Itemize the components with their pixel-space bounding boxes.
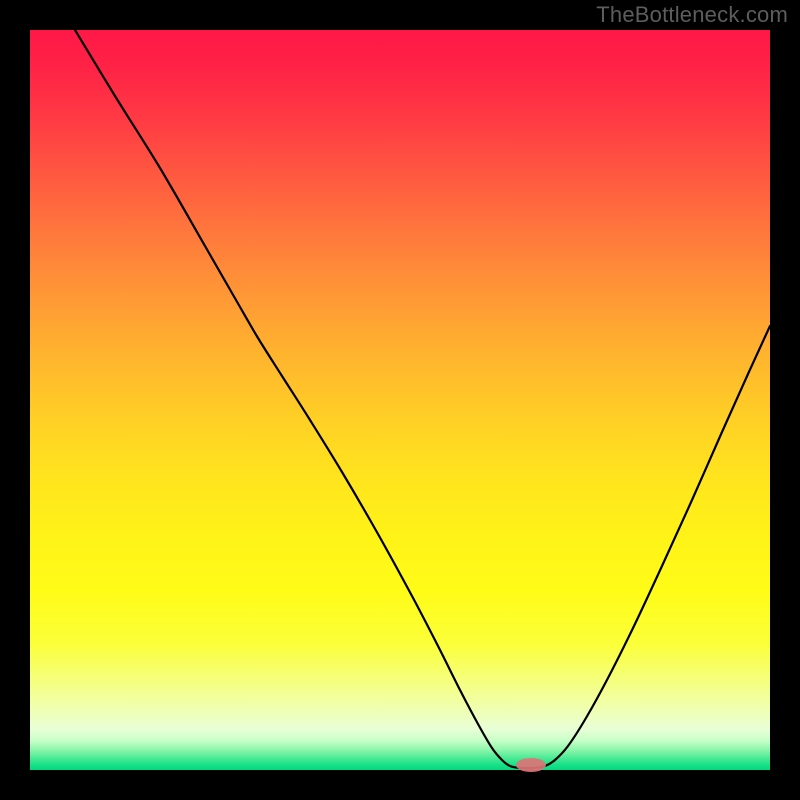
gradient-background [30,30,770,770]
optimum-marker [516,758,546,772]
chart-container: TheBottleneck.com [0,0,800,800]
bottleneck-chart [0,0,800,800]
watermark-text: TheBottleneck.com [596,2,788,28]
